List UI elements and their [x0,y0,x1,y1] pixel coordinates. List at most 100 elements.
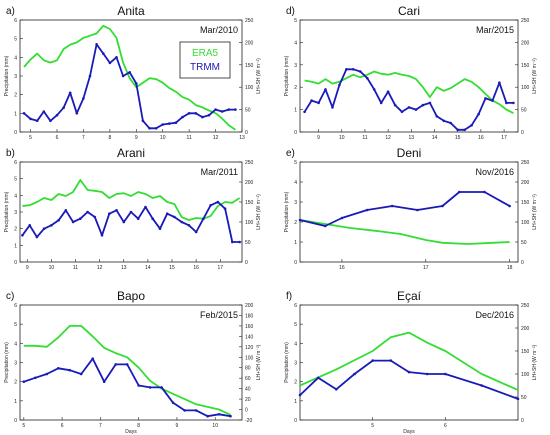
data-point [463,128,467,132]
data-point [238,240,241,244]
data-point [29,117,32,121]
y2-tick-label: 160 [245,324,254,330]
data-point [227,108,231,111]
data-point [441,204,444,208]
series-line [299,359,519,400]
data-point [338,83,341,87]
y2-tick-label: 50 [521,395,527,401]
data-point [125,363,129,366]
data-point [100,234,104,237]
y-tick-label: 2 [294,220,297,226]
data-point [470,124,473,127]
data-point [442,119,446,123]
data-point [129,210,133,214]
y2-tick-label: 180 [245,313,254,319]
data-point [180,220,183,224]
data-point [335,388,338,391]
data-point [35,235,39,239]
y-tick-label: 5 [14,177,17,183]
data-point [353,372,356,376]
date-label: Mar/2010 [200,25,238,35]
data-point [93,215,97,219]
data-point [216,200,220,204]
y-tick-label: 2 [14,380,17,386]
y-tick-label: 0 [14,260,17,266]
data-point [206,414,209,418]
data-point [365,208,369,212]
data-point [207,113,211,117]
y2-tick-label: 0 [521,260,524,266]
data-point [298,218,302,222]
data-point [428,101,432,105]
y2-tick-label: 0 [245,260,248,266]
y-tick-label: 4 [14,55,17,61]
data-point [187,112,191,115]
data-point [22,380,26,384]
y-tick-label: 3 [14,74,17,80]
data-point [57,219,60,222]
series-trmm [298,190,511,228]
date-label: Mar/2011 [201,167,238,177]
y2-tick-label: 200 [521,326,530,332]
series-trmm [22,357,232,418]
data-point [102,52,105,55]
data-point [154,127,158,130]
y2-tick-label: 250 [521,160,530,166]
y-tick-label: 3 [294,200,297,206]
plot-frame [299,19,519,133]
y-tick-label: 1 [14,111,17,117]
series-era5 [22,179,241,221]
data-point [181,115,184,119]
x-tick-label: 15 [455,135,461,141]
y-tick-label: 0 [294,130,297,136]
y2-tick-label: 200 [521,180,530,186]
y-tick-label: 1 [294,108,297,114]
x-tick-label: 16 [193,265,199,271]
data-point [331,106,334,109]
x-tick-label: 11 [73,265,78,271]
y-axis-label: Precipitation (mm) [4,191,10,232]
data-point [477,112,480,116]
y2-tick-label: 150 [245,200,254,206]
data-point [366,76,369,80]
data-point [171,401,175,405]
series-line [303,68,514,131]
data-point [416,208,419,212]
y2-axis-label: LH+SH (W m⁻²) [256,58,262,94]
y-tick-label: 6 [14,303,17,309]
x-axis-label: Days [403,429,415,435]
data-point [45,372,49,376]
data-point [108,212,111,215]
y2-tick-label: 100 [521,220,530,226]
data-point [421,103,425,107]
y2-tick-label: 150 [521,63,530,69]
y2-tick-label: 250 [245,18,254,24]
plot-frame [19,304,243,421]
data-point [217,413,221,416]
data-point [22,112,26,115]
panel-letter: d) [286,6,295,17]
x-tick-label: 12 [385,135,391,141]
y2-tick-label: -20 [245,418,252,424]
data-point [194,230,198,234]
data-point [386,90,390,93]
data-point [86,210,89,214]
y2-tick-label: 100 [521,85,530,91]
data-point [505,101,508,105]
x-tick-label: 8 [137,423,140,429]
data-point [234,108,237,111]
y2-tick-label: 40 [245,387,251,393]
x-tick-label: 16 [339,265,345,271]
data-point [128,71,131,74]
y2-tick-label: 140 [245,334,254,340]
date-label: Mar/2015 [476,25,514,35]
x-tick-label: 10 [49,265,55,271]
data-point [28,224,32,227]
y-tick-label: 5 [14,37,17,43]
y2-tick-label: 250 [245,160,254,166]
series-line [299,219,510,245]
data-point [480,384,484,387]
data-point [55,113,59,117]
data-point [79,372,83,376]
data-point [194,409,198,412]
